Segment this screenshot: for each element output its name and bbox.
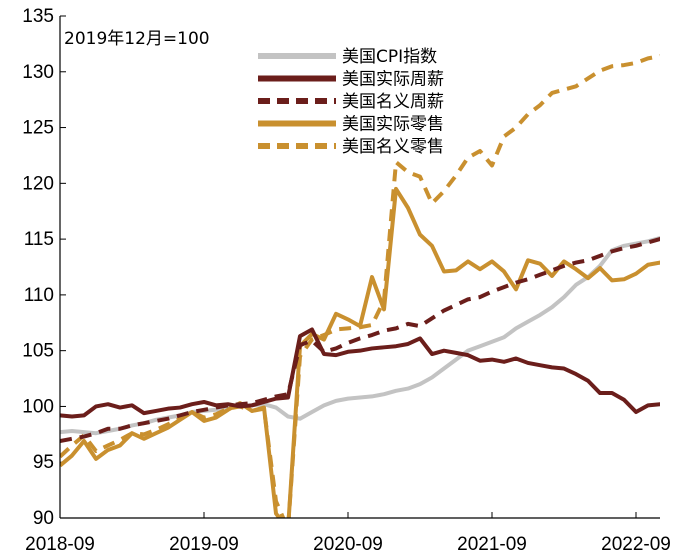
series-line-2 — [60, 327, 660, 419]
legend-label: 美国CPI指数 — [342, 47, 437, 67]
x-tick-label: 2020-09 — [313, 534, 383, 555]
legend-label: 美国名义零售 — [342, 137, 444, 157]
y-tick-label: 125 — [22, 118, 54, 139]
x-axis-ticks: 2018-09 2019-09 2020-09 2021-09 2022-09 — [25, 512, 671, 555]
x-tick-label: 2018-09 — [25, 534, 95, 555]
series-line-1 — [60, 235, 660, 436]
y-tick-label: 135 — [22, 6, 54, 27]
y-tick-label: 130 — [22, 62, 54, 83]
y-tick-label: 115 — [24, 229, 54, 250]
series-line-4 — [60, 186, 660, 518]
y-tick-label: 95 — [33, 452, 54, 473]
y-tick-label: 105 — [22, 341, 54, 362]
series-layer — [60, 54, 660, 518]
base-period-note: 2019年12月=100 — [64, 29, 210, 49]
legend-label: 美国名义周薪 — [342, 92, 444, 112]
y-axis-ticks: 90 95 100 105 110 115 120 125 130 135 — [22, 6, 66, 529]
legend-label: 美国实际零售 — [342, 115, 444, 135]
series-line-5 — [60, 54, 660, 518]
y-tick-label: 90 — [33, 508, 54, 529]
x-tick-label: 2021-09 — [457, 534, 527, 555]
legend-label: 美国实际周薪 — [342, 70, 444, 90]
y-tick-label: 120 — [22, 173, 54, 194]
x-tick-label: 2022-09 — [601, 534, 671, 555]
y-tick-label: 110 — [24, 285, 54, 306]
x-tick-label: 2019-09 — [169, 534, 239, 555]
y-tick-label: 100 — [22, 396, 54, 417]
series-line-3 — [60, 237, 660, 443]
